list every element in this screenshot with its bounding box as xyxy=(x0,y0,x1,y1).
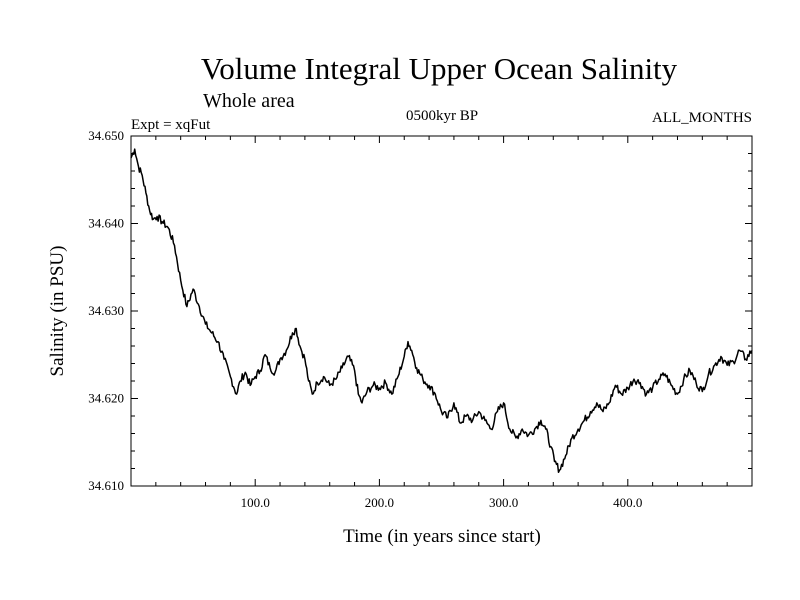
series-line-salinity xyxy=(130,148,753,474)
x-tick-label: 300.0 xyxy=(489,495,518,510)
x-tick-label: 100.0 xyxy=(241,495,270,510)
y-tick-label: 34.630 xyxy=(88,303,124,318)
x-tick-label: 400.0 xyxy=(613,495,642,510)
y-tick-label: 34.610 xyxy=(88,478,124,493)
plot-frame xyxy=(130,135,753,487)
x-axis-label: Time (in years since start) xyxy=(343,526,541,547)
axis-ticks xyxy=(131,135,752,487)
chart-subtitle: Whole area xyxy=(203,90,295,112)
y-tick-label: 34.650 xyxy=(88,128,124,143)
experiment-label: Expt = xqFut xyxy=(131,117,211,133)
series-layer xyxy=(130,148,753,474)
x-tick-label: 200.0 xyxy=(365,495,394,510)
y-tick-label: 34.640 xyxy=(88,216,124,231)
y-tick-label: 34.620 xyxy=(88,391,124,406)
tick-labels: 100.0 200.0 300.0 400.0 34.610 34.620 34.630 34… xyxy=(88,128,642,510)
period-label: 0500kyr BP xyxy=(406,108,478,124)
months-label: ALL_MONTHS xyxy=(652,110,752,126)
y-axis-label: Salinity (in PSU) xyxy=(47,246,68,377)
chart-title: Volume Integral Upper Ocean Salinity xyxy=(201,51,678,86)
